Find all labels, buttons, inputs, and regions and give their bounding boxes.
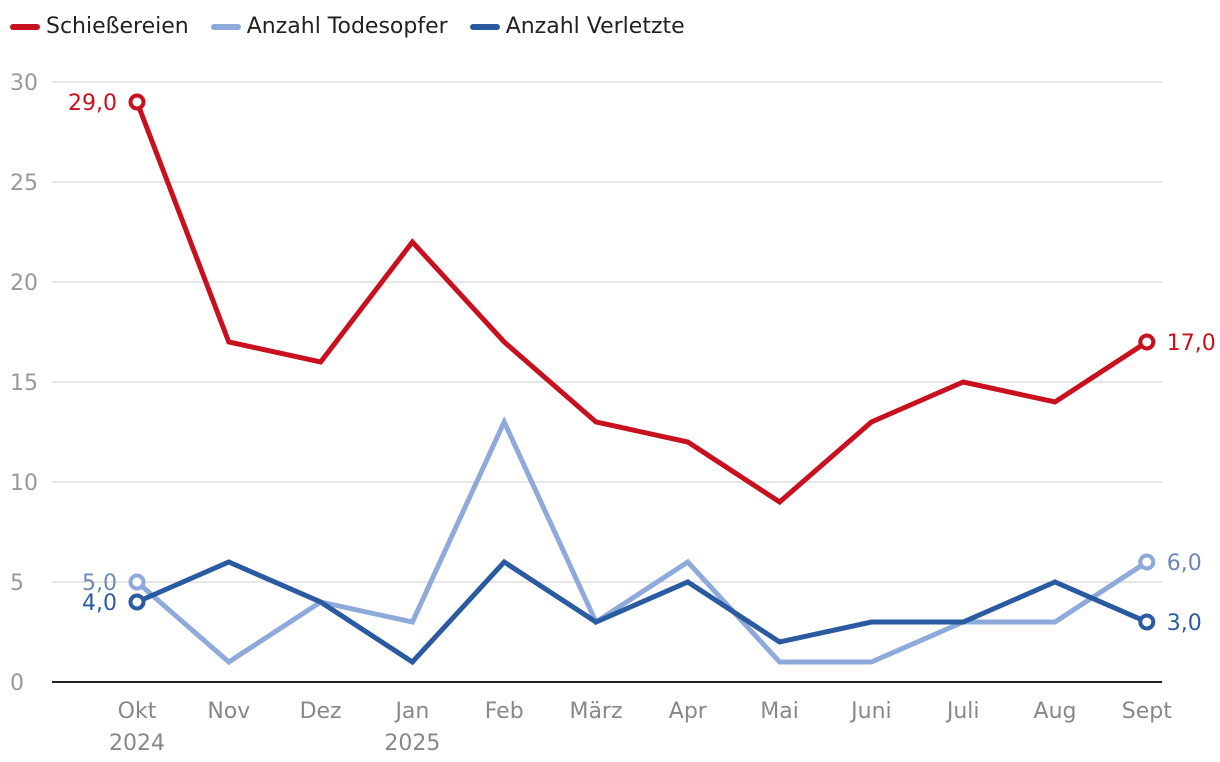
series-0-last-label: 17,0 xyxy=(1167,331,1216,356)
series-0-point-8 xyxy=(869,420,873,424)
series-2-last-label: 3,0 xyxy=(1167,611,1202,636)
series-2-endpoint-0 xyxy=(128,593,146,611)
x-tick-label-6: Apr xyxy=(669,699,708,724)
legend-swatch-shootings xyxy=(10,23,40,30)
y-tick-label-10: 10 xyxy=(10,471,38,496)
x-tick-label-0: Okt xyxy=(118,699,157,724)
y-tick-label-5: 5 xyxy=(10,571,24,596)
series-2-point-10 xyxy=(1053,580,1057,584)
legend-label-injured: Anzahl Verletzte xyxy=(505,14,685,39)
x-tick-label-11: Sept xyxy=(1122,699,1172,724)
series-1-point-8 xyxy=(869,660,873,664)
series-1-point-3 xyxy=(410,620,414,624)
series-2-point-2 xyxy=(319,600,323,604)
x-tick-label-5: März xyxy=(569,699,622,724)
x-tick-label-2: Dez xyxy=(300,699,342,724)
series-1-point-1 xyxy=(227,660,231,664)
x-tick-label-8: Juni xyxy=(849,699,892,724)
series-2-point-6 xyxy=(686,580,690,584)
series-2-point-8 xyxy=(869,620,873,624)
series-2-point-5 xyxy=(594,620,598,624)
series-2-point-1 xyxy=(227,560,231,564)
x-tick-label-10: Aug xyxy=(1034,699,1077,724)
series-2-point-7 xyxy=(778,640,782,644)
series-line-1 xyxy=(135,416,1149,666)
series-line-0 xyxy=(134,101,1149,506)
series-0-endpoint-0 xyxy=(128,93,146,111)
series-2-endpoint-11 xyxy=(1138,613,1156,631)
series-2-point-3 xyxy=(410,660,414,664)
x-tick-label-3: Jan xyxy=(393,699,429,724)
y-tick-label-30: 30 xyxy=(10,71,38,96)
series-0-point-10 xyxy=(1053,400,1057,404)
series-1-point-4 xyxy=(502,420,506,424)
x-year-label-2024: 2024 xyxy=(109,731,165,756)
series-0-point-9 xyxy=(961,380,965,384)
legend-item-injured: Anzahl Verletzte xyxy=(469,14,685,39)
x-tick-label-4: Feb xyxy=(485,699,524,724)
series-1-endpoint-11 xyxy=(1138,553,1156,571)
y-tick-label-0: 0 xyxy=(10,671,24,696)
series-1-last-label: 6,0 xyxy=(1167,551,1202,576)
series-1-endpoint-0 xyxy=(128,573,146,591)
series-2-first-label: 4,0 xyxy=(82,591,117,616)
series-0-endpoint-11 xyxy=(1138,333,1156,351)
y-tick-label-20: 20 xyxy=(10,271,38,296)
legend: Schießereien Anzahl Todesopfer Anzahl Ve… xyxy=(10,14,685,39)
legend-item-shootings: Schießereien xyxy=(10,14,189,39)
series-0-point-2 xyxy=(319,360,323,364)
series-1-point-10 xyxy=(1053,620,1057,624)
series-0-point-6 xyxy=(686,440,690,444)
x-tick-label-9: Juli xyxy=(945,699,980,724)
legend-label-deaths: Anzahl Todesopfer xyxy=(246,14,448,39)
series-1-first-label: 5,0 xyxy=(82,571,117,596)
legend-item-deaths: Anzahl Todesopfer xyxy=(210,14,448,39)
y-tick-label-15: 15 xyxy=(10,371,38,396)
series-line-2 xyxy=(136,558,1148,666)
series-2-point-9 xyxy=(961,620,965,624)
series-0-point-7 xyxy=(778,500,782,504)
series-0-point-1 xyxy=(227,340,231,344)
series-0-point-3 xyxy=(410,240,414,244)
legend-label-shootings: Schießereien xyxy=(46,14,189,39)
y-tick-label-25: 25 xyxy=(10,171,38,196)
series-0-first-label: 29,0 xyxy=(68,91,117,116)
series-1-point-7 xyxy=(778,660,782,664)
series-1-point-6 xyxy=(686,560,690,564)
series-0-point-4 xyxy=(502,340,506,344)
series-0-point-5 xyxy=(594,420,598,424)
series-2-point-4 xyxy=(502,560,506,564)
legend-swatch-injured xyxy=(469,23,500,30)
x-tick-label-7: Mai xyxy=(760,699,799,724)
legend-swatch-deaths xyxy=(210,23,241,30)
x-year-label-2025: 2025 xyxy=(384,731,440,756)
x-tick-label-1: Nov xyxy=(207,699,250,724)
